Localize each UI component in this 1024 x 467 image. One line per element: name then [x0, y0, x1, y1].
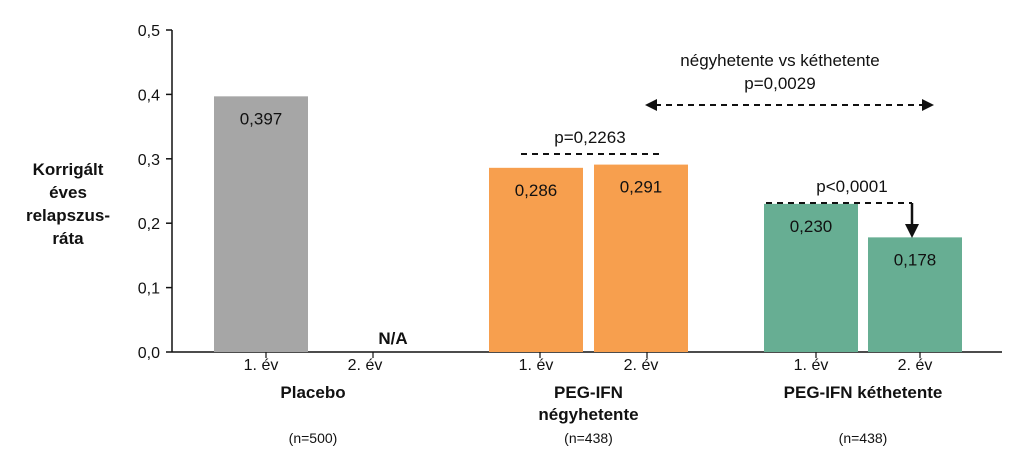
bar: [594, 164, 688, 352]
y-tick-label: 0,3: [138, 152, 160, 169]
y-tick-label: 0,2: [138, 216, 160, 233]
group-label: Placebo: [280, 383, 345, 402]
decrease-arrow-head: [905, 224, 919, 238]
y-axis-label-line: Korrigált: [32, 160, 104, 179]
group-label: PEG-IFN: [554, 383, 623, 402]
y-axis-label: Korrigált éves relapszus- ráta: [4, 158, 132, 250]
bar-value-label: 0,178: [894, 250, 937, 269]
bar-value-label: 0,397: [240, 109, 283, 128]
x-category-label: 2. év: [348, 357, 383, 374]
group-label: PEG-IFN kéthetente: [784, 383, 943, 402]
p-value-two-weekly: p<0,0001: [816, 177, 887, 196]
comparison-p-value: p=0,0029: [744, 74, 815, 93]
y-tick-label: 0,4: [138, 87, 160, 104]
p-value-four-weekly: p=0,2263: [554, 128, 625, 147]
x-category-label: 1. év: [244, 357, 279, 374]
bar-value-label: 0,230: [790, 217, 833, 236]
y-axis-label-line: relapszus-: [25, 206, 111, 225]
x-category-label: 2. év: [624, 357, 659, 374]
bar: [489, 167, 583, 352]
y-tick-label: 0,5: [138, 23, 160, 40]
bar: [868, 237, 962, 352]
comparison-label: négyhetente vs kéthetente: [680, 51, 879, 70]
x-category-label: 1. év: [519, 357, 554, 374]
bar-value-label: 0,291: [620, 178, 663, 197]
y-tick-label: 0,1: [138, 281, 160, 298]
comparison-arrow-head-left: [645, 99, 657, 111]
x-category-label: 2. év: [898, 357, 933, 374]
comparison-arrow-head-right: [922, 99, 934, 111]
y-tick-label: 0,0: [138, 345, 160, 362]
group-sample-size: (n=438): [839, 430, 888, 446]
bar: [764, 203, 858, 352]
group-sample-size: (n=500): [289, 430, 338, 446]
group-label-line2: négyhetente: [538, 405, 638, 424]
bar-na-label: N/A: [378, 329, 407, 348]
y-axis-label-line: éves: [49, 183, 87, 202]
group-sample-size: (n=438): [564, 430, 613, 446]
y-axis-label-line: ráta: [52, 229, 84, 248]
bar-value-label: 0,286: [515, 181, 558, 200]
x-category-label: 1. év: [794, 357, 829, 374]
bar: [214, 96, 308, 352]
